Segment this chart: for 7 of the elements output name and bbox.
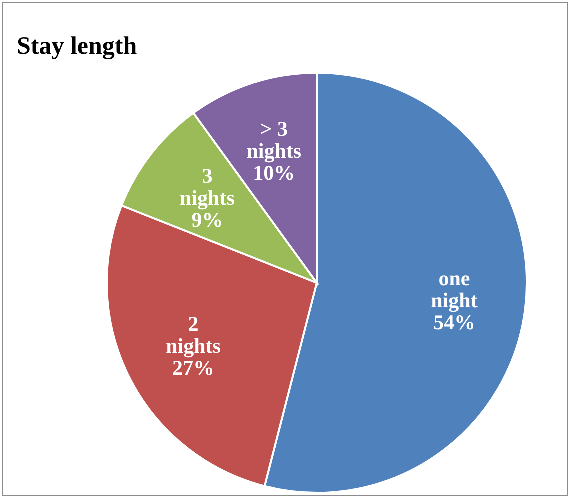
slice-label: > 3 nights: [246, 117, 302, 164]
slice-label: 2 nights: [166, 312, 221, 358]
slice-label: 3 nights: [180, 164, 235, 210]
data-label: 10%: [253, 161, 296, 186]
chart-title: Stay length: [17, 33, 138, 61]
data-label: 9%: [192, 208, 224, 232]
slice-label: one night: [431, 266, 478, 312]
